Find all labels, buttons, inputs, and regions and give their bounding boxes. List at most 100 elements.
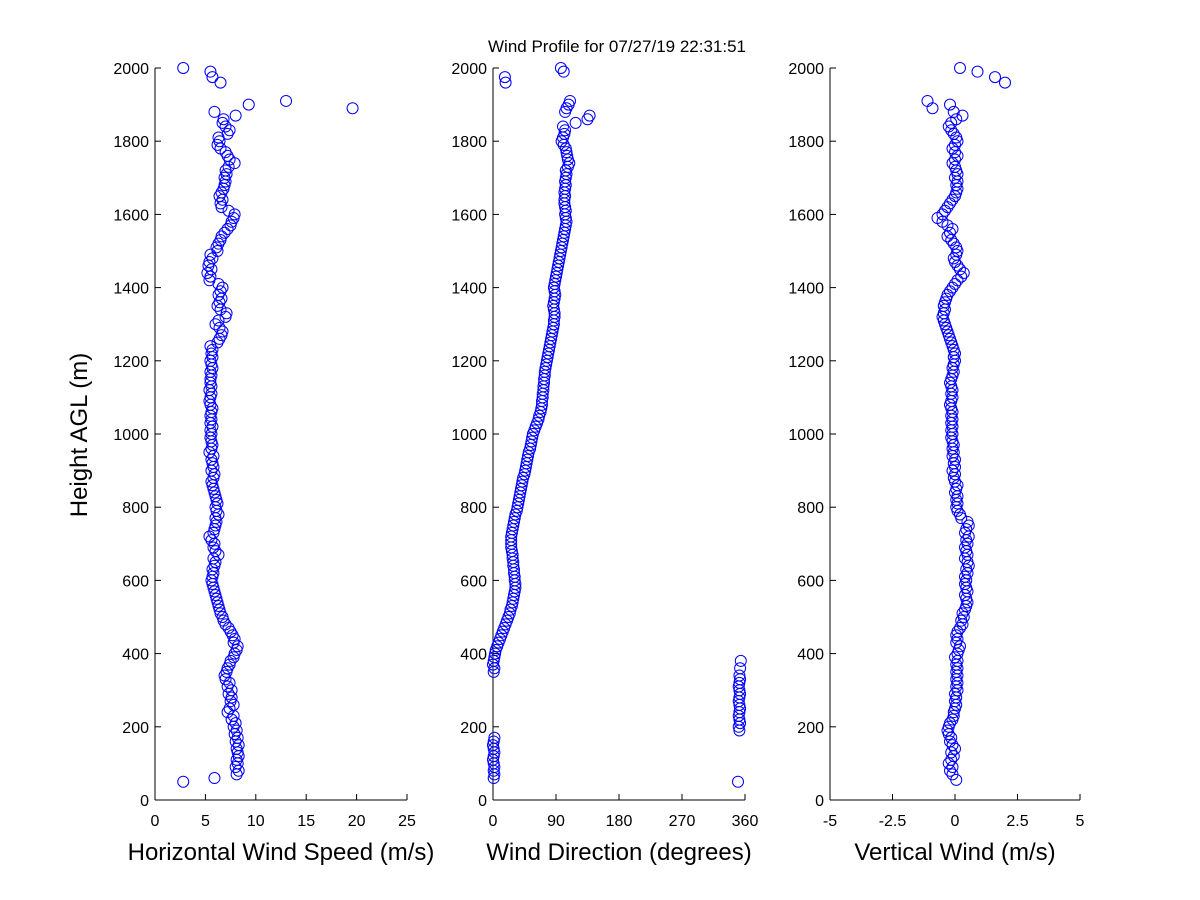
vertical-y-tick-label: 800	[797, 500, 824, 517]
speed-y-tick-label: 0	[140, 793, 149, 810]
vertical-data-point	[944, 226, 956, 239]
speed-data-point	[213, 321, 226, 334]
vertical-data-point	[946, 739, 959, 752]
direction-data-point	[488, 731, 501, 744]
direction-y-tick-label: 2000	[451, 61, 487, 78]
vertical-data-point	[999, 76, 1011, 89]
direction-data-point	[526, 431, 539, 444]
direction-y-tick-label: 1000	[451, 427, 487, 444]
speed-x-tick-label: 0	[151, 813, 160, 830]
speed-data-point	[225, 684, 238, 697]
direction-data-point	[498, 71, 511, 84]
vertical-x-tick-label: 2.5	[1006, 813, 1028, 830]
vertical-data-point	[954, 640, 966, 653]
speed-x-tick-label: 10	[247, 813, 265, 830]
vertical-y-tick-label: 1600	[788, 207, 824, 224]
direction-y-tick-label: 600	[460, 573, 487, 590]
direction-x-tick-label: 180	[606, 813, 633, 830]
direction-x-tick-label: 0	[489, 813, 498, 830]
direction-y-tick-label: 1800	[451, 134, 487, 151]
speed-data-point	[204, 248, 217, 261]
vertical-data-point	[945, 731, 958, 744]
direction-y-tick-label: 0	[478, 793, 487, 810]
speed-data-point	[221, 223, 234, 236]
direction-data-point	[532, 413, 545, 426]
vertical-data-point	[944, 717, 956, 730]
vertical-data-point	[989, 71, 1001, 84]
direction-data-point	[499, 76, 512, 89]
direction-data-point	[489, 647, 502, 660]
direction-data-point	[734, 654, 747, 667]
vertical-y-tick-label: 1800	[788, 134, 824, 151]
vertical-data-point	[954, 508, 966, 521]
speed-data-point	[209, 318, 222, 331]
speed-data-point	[216, 281, 229, 294]
speed-data-point	[215, 230, 228, 243]
direction-data-point	[488, 651, 501, 664]
vertical-x-tick-label: 0	[951, 813, 960, 830]
direction-data-point	[560, 146, 573, 159]
speed-data-point	[225, 691, 238, 704]
direction-data-point	[508, 515, 520, 528]
vertical-y-tick-label: 0	[815, 793, 824, 810]
direction-x-tick-label: 270	[669, 813, 696, 830]
vertical-data-point	[949, 160, 961, 173]
speed-data-point	[232, 739, 245, 752]
speed-y-tick-label: 1600	[113, 207, 149, 224]
speed-data-point	[216, 325, 229, 338]
vertical-y-tick-label: 600	[797, 573, 824, 590]
direction-x-tick-label: 90	[547, 813, 565, 830]
vertical-y-tick-label: 1400	[788, 281, 824, 298]
speed-data-point	[222, 204, 235, 217]
direction-data-point	[559, 142, 572, 155]
direction-data-point	[515, 479, 528, 492]
speed-data-point	[208, 105, 221, 118]
direction-y-tick-label: 1400	[451, 281, 487, 298]
speed-data-point	[224, 654, 237, 667]
vertical-x-tick-label: -2.5	[879, 813, 907, 830]
direction-data-point	[583, 109, 596, 122]
direction-points	[487, 62, 747, 788]
vertical-data-point	[959, 570, 971, 583]
vertical-data-point	[949, 651, 961, 664]
speed-x-tick-label: 20	[348, 813, 366, 830]
speed-y-tick-label: 1000	[113, 427, 149, 444]
vertical-data-point	[949, 687, 961, 700]
vertical-data-point	[921, 94, 934, 107]
speed-data-point	[204, 340, 217, 353]
direction-data-point	[581, 113, 594, 126]
vertical-y-tick-label: 2000	[788, 61, 824, 78]
vertical-data-point	[946, 193, 959, 206]
speed-x-tick-label: 15	[297, 813, 315, 830]
speed-y-tick-label: 1200	[113, 354, 149, 371]
vertical-x-tick-label: -5	[823, 813, 837, 830]
vertical-data-point	[944, 98, 956, 111]
direction-data-point	[560, 168, 573, 181]
vertical-data-point	[950, 113, 963, 126]
vertical-data-point	[954, 62, 966, 74]
direction-y-tick-label: 400	[460, 647, 487, 664]
speed-y-tick-label: 400	[122, 647, 149, 664]
direction-data-point	[525, 435, 538, 448]
direction-y-tick-label: 1600	[451, 207, 487, 224]
speed-data-point	[206, 71, 219, 84]
speed-data-point	[227, 698, 240, 711]
speed-data-point	[177, 775, 190, 788]
speed-data-point	[229, 717, 242, 730]
vertical-data-point	[971, 65, 984, 78]
direction-data-point	[561, 149, 574, 162]
vertical-data-point	[945, 753, 958, 766]
direction-data-point	[522, 449, 534, 462]
vertical-y-tick-label: 400	[797, 647, 824, 664]
speed-y-tick-label: 800	[122, 500, 149, 517]
speed-points	[177, 62, 359, 788]
speed-y-tick-label: 2000	[113, 61, 149, 78]
direction-y-tick-label: 1200	[451, 354, 487, 371]
direction-data-point	[487, 739, 499, 752]
vertical-y-tick-label: 1200	[788, 354, 824, 371]
vertical-data-point	[955, 614, 968, 627]
direction-data-point	[487, 735, 500, 748]
direction-data-point	[554, 62, 567, 74]
speed-data-point	[204, 65, 217, 78]
speed-data-point	[217, 113, 230, 126]
